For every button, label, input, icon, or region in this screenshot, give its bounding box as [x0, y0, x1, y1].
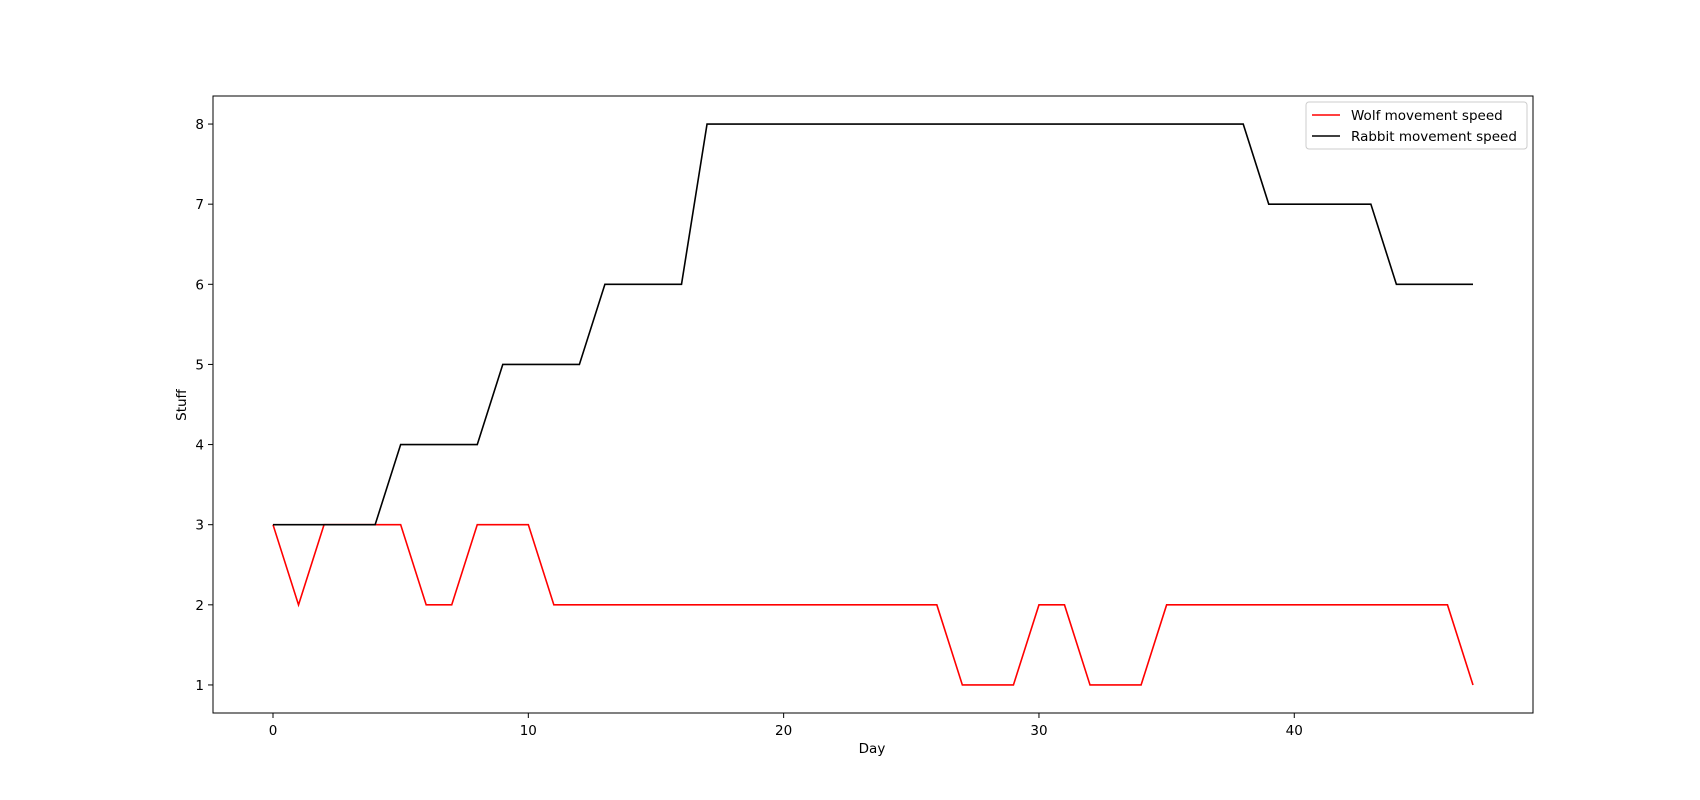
y-tick-label: 2 [195, 598, 204, 614]
y-tick-label: 5 [195, 357, 204, 373]
plot-background [213, 96, 1533, 713]
x-tick-label: 0 [269, 723, 278, 739]
y-axis-ticks: 1 2 3 4 5 6 7 8 [195, 117, 213, 694]
plot-area [213, 96, 1533, 713]
y-tick-label: 3 [195, 518, 204, 534]
series-lines [272, 123, 1474, 686]
y-tick-label: 7 [195, 197, 204, 213]
y-axis-label: Stuff [174, 388, 190, 420]
series-line-2 [273, 123, 1473, 526]
x-tick-label: 20 [775, 723, 792, 739]
series-line-1 [272, 523, 1474, 686]
legend-label: Rabbit movement speed [1351, 129, 1517, 145]
x-tick-label: 30 [1030, 723, 1047, 739]
x-axis-ticks: 0 10 20 30 40 [269, 713, 1303, 739]
x-axis-label: Day [859, 741, 886, 757]
x-tick-label: 40 [1286, 723, 1303, 739]
y-tick-label: 8 [195, 117, 204, 133]
legend-box [1305, 101, 1528, 150]
legend-label: Wolf movement speed [1351, 108, 1503, 124]
y-tick-label: 6 [195, 277, 204, 293]
plot-frame [212, 95, 1534, 714]
y-tick-label: 1 [195, 678, 204, 694]
legend: Wolf movement speed Rabbit movement speed [1305, 101, 1528, 150]
y-tick-label: 4 [195, 438, 204, 454]
x-tick-label: 10 [520, 723, 537, 739]
